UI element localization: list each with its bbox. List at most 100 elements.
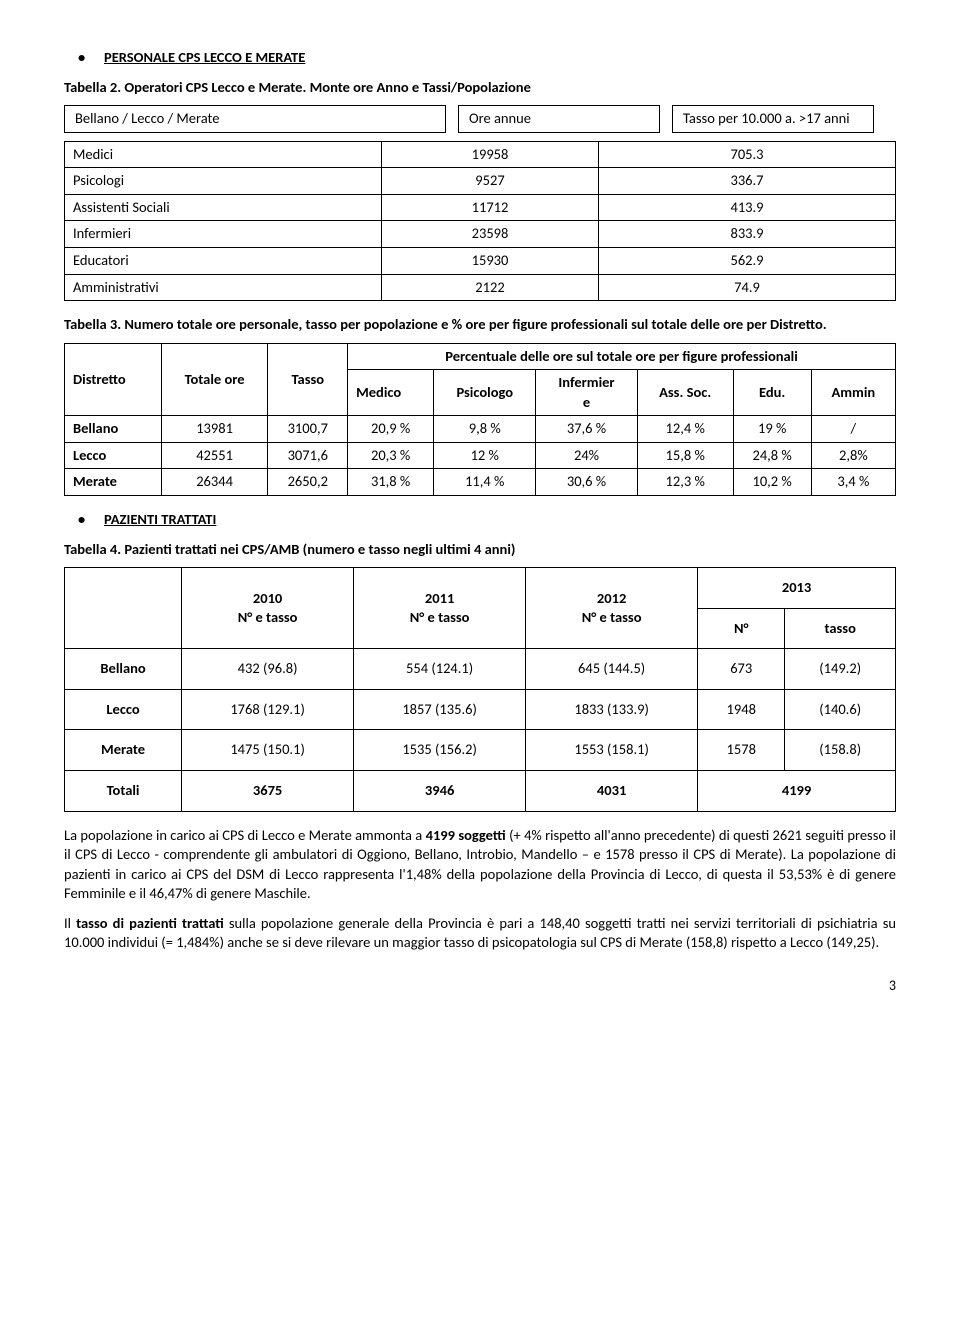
table2-header-row: Bellano / Lecco / Merate Ore annue Tasso… [64, 105, 896, 133]
p2-bold: tasso di pazienti trattati [76, 914, 224, 932]
cell-tasso: 413.9 [599, 194, 896, 221]
cell-distretto: Merate [65, 730, 182, 771]
table4-caption: Tabella 4. Pazienti trattati nei CPS/AMB… [64, 540, 896, 560]
table-row: Lecco1768 (129.1)1857 (135.6)1833 (133.9… [65, 689, 896, 730]
cell-2013t: (149.2) [785, 649, 896, 690]
cell-totali-2012: 4031 [526, 770, 698, 811]
cell-totali-label: Totali [65, 770, 182, 811]
th-tasso: Tasso [268, 343, 348, 416]
table-row: Merate1475 (150.1)1535 (156.2)1553 (158.… [65, 730, 896, 771]
table-row: Bellano432 (96.8)554 (124.1)645 (144.5)6… [65, 649, 896, 690]
th-2013-t: tasso [785, 608, 896, 649]
th-2013: 2013 [698, 568, 896, 609]
cell-val: 19 % [733, 416, 811, 443]
cell-label: Amministrativi [65, 274, 382, 301]
table-row: Amministrativi212274.9 [65, 274, 896, 301]
th-col: Infermier e [536, 370, 637, 416]
cell-tasso: 336.7 [599, 168, 896, 195]
th-2010: 2010 N° e tasso [182, 568, 354, 649]
cell-ore: 19958 [382, 141, 599, 168]
cell-tasso: 705.3 [599, 141, 896, 168]
cell-val: 11,4 % [434, 469, 536, 496]
table-row: Lecco425513071,620,3 %12 %24%15,8 %24,8 … [65, 442, 896, 469]
cell-tot: 13981 [161, 416, 268, 443]
th-span: Percentuale delle ore sul totale ore per… [348, 343, 896, 370]
cell-label: Educatori [65, 247, 382, 274]
cell-2012: 1833 (133.9) [526, 689, 698, 730]
section-heading-pazienti: PAZIENTI TRATTATI [64, 510, 896, 530]
cell-totali-2011: 3946 [354, 770, 526, 811]
cell-val: 24,8 % [733, 442, 811, 469]
cell-val: 12,3 % [637, 469, 733, 496]
cell-2013n: 1578 [698, 730, 785, 771]
cell-label: Infermieri [65, 221, 382, 248]
th-col: Edu. [733, 370, 811, 416]
cell-val: 37,6 % [536, 416, 637, 443]
cell-label: Assistenti Sociali [65, 194, 382, 221]
cell-2010: 1475 (150.1) [182, 730, 354, 771]
cell-val: 12 % [434, 442, 536, 469]
th-col: Psicologo [434, 370, 536, 416]
cell-val: 31,8 % [348, 469, 434, 496]
table-row: Bellano139813100,720,9 %9,8 %37,6 %12,4 … [65, 416, 896, 443]
cell-val: 20,3 % [348, 442, 434, 469]
th-2013-n: N° [698, 608, 785, 649]
cell-distretto: Lecco [65, 689, 182, 730]
cell-distretto: Bellano [65, 649, 182, 690]
cell-tas: 3100,7 [268, 416, 348, 443]
table2-header-c3: Tasso per 10.000 a. >17 anni [672, 105, 874, 133]
table-row: Medici19958705.3 [65, 141, 896, 168]
cell-val: / [811, 416, 895, 443]
cell-2013n: 1948 [698, 689, 785, 730]
table-row: Educatori15930562.9 [65, 247, 896, 274]
cell-2010: 432 (96.8) [182, 649, 354, 690]
cell-2011: 1535 (156.2) [354, 730, 526, 771]
cell-2013t: (140.6) [785, 689, 896, 730]
cell-totali-2013: 4199 [698, 770, 896, 811]
th-col: Ammin [811, 370, 895, 416]
table3: DistrettoTotale oreTassoPercentuale dell… [64, 343, 896, 496]
cell-distretto: Lecco [65, 442, 162, 469]
th-2012: 2012 N° e tasso [526, 568, 698, 649]
cell-ore: 15930 [382, 247, 599, 274]
cell-val: 15,8 % [637, 442, 733, 469]
cell-val: 3,4 % [811, 469, 895, 496]
th-totaleore: Totale ore [161, 343, 268, 416]
th-distretto: Distretto [65, 343, 162, 416]
cell-ore: 11712 [382, 194, 599, 221]
th-col: Medico [348, 370, 434, 416]
table2-header-c1: Bellano / Lecco / Merate [64, 105, 446, 133]
p2-text-a: Il [64, 914, 76, 932]
p1-bold: 4199 soggetti [426, 826, 506, 844]
cell-val: 30,6 % [536, 469, 637, 496]
p1-text-a: La popolazione in carico ai CPS di Lecco… [64, 826, 426, 844]
cell-totali-2010: 3675 [182, 770, 354, 811]
table-row: Merate263442650,231,8 %11,4 %30,6 %12,3 … [65, 469, 896, 496]
cell-tot: 42551 [161, 442, 268, 469]
cell-ore: 23598 [382, 221, 599, 248]
cell-val: 2,8% [811, 442, 895, 469]
table3-caption: Tabella 3. Numero totale ore personale, … [64, 315, 896, 335]
cell-val: 10,2 % [733, 469, 811, 496]
cell-tasso: 562.9 [599, 247, 896, 274]
cell-tas: 3071,6 [268, 442, 348, 469]
cell-label: Medici [65, 141, 382, 168]
section-heading-personale: PERSONALE CPS LECCO E MERATE [64, 48, 896, 68]
cell-val: 20,9 % [348, 416, 434, 443]
table2-caption: Tabella 2. Operatori CPS Lecco e Merate.… [64, 78, 896, 98]
table-row: Infermieri23598833.9 [65, 221, 896, 248]
cell-distretto: Merate [65, 469, 162, 496]
table-row: Psicologi9527336.7 [65, 168, 896, 195]
cell-tasso: 74.9 [599, 274, 896, 301]
cell-val: 9,8 % [434, 416, 536, 443]
th-2011: 2011 N° e tasso [354, 568, 526, 649]
cell-2011: 554 (124.1) [354, 649, 526, 690]
cell-tasso: 833.9 [599, 221, 896, 248]
th-empty [65, 568, 182, 649]
paragraph-1: La popolazione in carico ai CPS di Lecco… [64, 826, 896, 904]
table-row-totali: Totali3675394640314199 [65, 770, 896, 811]
th-col: Ass. Soc. [637, 370, 733, 416]
cell-tot: 26344 [161, 469, 268, 496]
cell-2013n: 673 [698, 649, 785, 690]
cell-val: 12,4 % [637, 416, 733, 443]
